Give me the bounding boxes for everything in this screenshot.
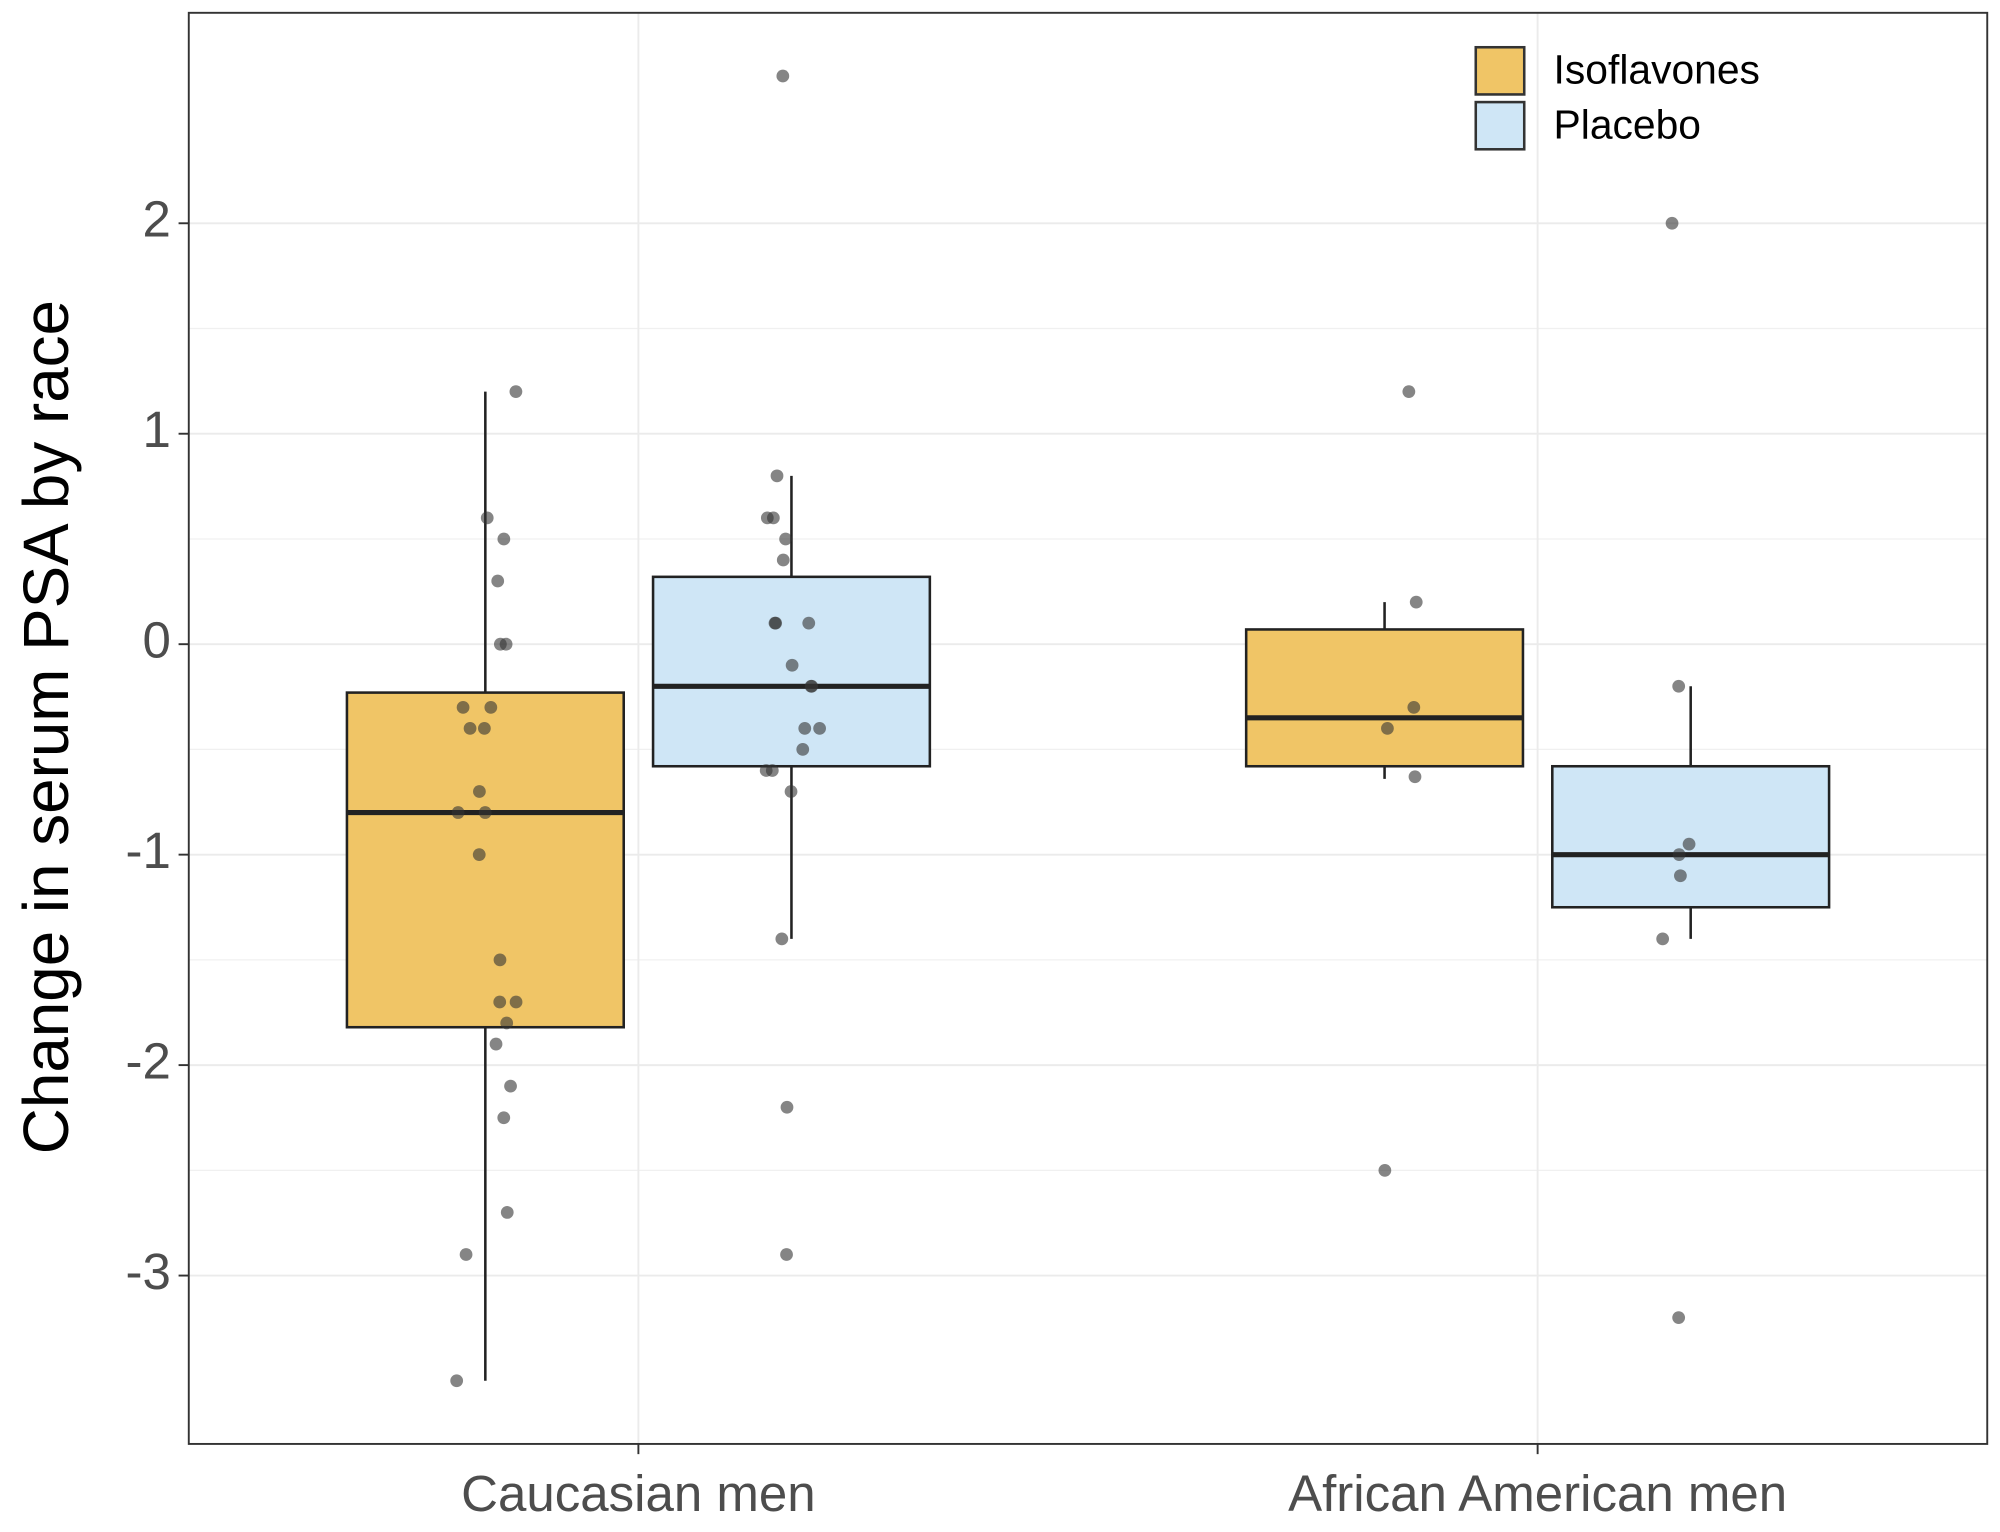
- x-tick-label: Caucasian men: [461, 1465, 815, 1522]
- point: [478, 806, 492, 819]
- legend-label: Placebo: [1554, 101, 1701, 147]
- point: [491, 574, 505, 588]
- point: [489, 1037, 503, 1051]
- point: [769, 616, 783, 630]
- point: [499, 637, 513, 651]
- legend-label: Isoflavones: [1554, 47, 1760, 93]
- point: [450, 1374, 464, 1388]
- y-tick-label: -2: [126, 1033, 171, 1090]
- y-tick-label: -1: [126, 822, 171, 879]
- y-tick-label: -3: [126, 1243, 171, 1300]
- point: [509, 385, 523, 399]
- point: [480, 511, 494, 525]
- legend-swatch: [1474, 100, 1526, 151]
- point: [798, 721, 812, 735]
- box: [1244, 628, 1525, 768]
- point: [493, 953, 507, 967]
- point: [1402, 385, 1416, 399]
- point: [784, 785, 798, 798]
- point: [500, 1206, 514, 1219]
- point: [1408, 770, 1422, 784]
- box: [1551, 764, 1831, 909]
- point: [473, 785, 486, 798]
- point: [456, 700, 470, 714]
- point: [776, 69, 790, 83]
- point: [1409, 595, 1423, 609]
- y-axis-title: Change in serum PSA by race: [10, 300, 82, 1154]
- point: [776, 553, 790, 567]
- y-tick-label: 0: [143, 612, 171, 669]
- point: [509, 995, 523, 1009]
- point: [1378, 1163, 1392, 1177]
- y-tick-label: 2: [143, 191, 171, 248]
- point: [504, 1079, 517, 1093]
- box: [345, 691, 625, 1029]
- legend-swatch: [1474, 45, 1526, 96]
- point: [785, 658, 799, 672]
- point: [1665, 216, 1679, 230]
- point: [813, 721, 826, 735]
- point: [472, 848, 486, 862]
- point: [1682, 837, 1696, 851]
- point: [459, 1248, 473, 1261]
- point: [497, 1111, 511, 1125]
- point: [759, 764, 773, 777]
- point: [780, 1248, 793, 1261]
- point: [779, 532, 792, 546]
- point: [497, 532, 511, 546]
- point: [796, 743, 810, 756]
- point: [451, 806, 465, 819]
- point: [802, 616, 816, 630]
- point: [1407, 700, 1421, 714]
- point: [463, 721, 477, 735]
- point: [1656, 932, 1670, 946]
- point: [493, 995, 507, 1009]
- point: [1674, 869, 1687, 883]
- point: [760, 511, 774, 525]
- point: [1672, 679, 1686, 693]
- x-tick-label: African American men: [1288, 1465, 1787, 1522]
- point: [1672, 848, 1686, 862]
- panel-border: [187, 11, 1989, 1445]
- point: [770, 469, 784, 483]
- point: [805, 679, 819, 693]
- point: [484, 700, 498, 714]
- y-tick-label: 1: [143, 401, 171, 458]
- point: [478, 721, 491, 735]
- point: [1672, 1311, 1686, 1325]
- point: [780, 1100, 794, 1114]
- point: [775, 932, 789, 946]
- point: [1381, 721, 1394, 735]
- point: [500, 1016, 514, 1030]
